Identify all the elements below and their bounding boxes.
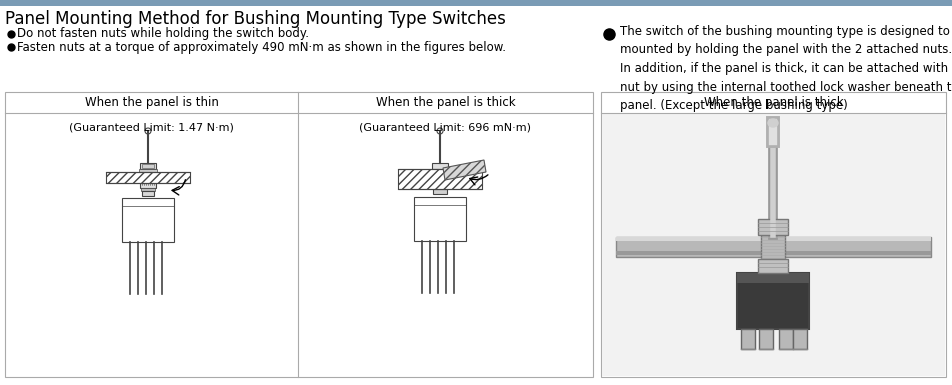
Bar <box>141 188 155 191</box>
Bar <box>433 189 447 194</box>
Text: (Guaranteed Limit: 1.47 N·m): (Guaranteed Limit: 1.47 N·m) <box>69 123 233 133</box>
FancyArrowPatch shape <box>172 180 186 195</box>
Bar <box>758 219 788 235</box>
Text: The switch of the bushing mounting type is designed to be
mounted by holding the: The switch of the bushing mounting type … <box>620 25 952 112</box>
Bar <box>793 329 807 349</box>
Bar <box>106 172 190 183</box>
Text: When the panel is thick: When the panel is thick <box>704 96 843 109</box>
Bar <box>737 273 809 283</box>
Bar <box>737 273 809 329</box>
Bar <box>139 169 157 172</box>
Text: When the panel is thin: When the panel is thin <box>85 96 218 109</box>
Circle shape <box>437 128 443 134</box>
Bar <box>414 197 466 241</box>
Bar <box>398 169 482 189</box>
Bar <box>142 191 154 196</box>
Bar <box>432 163 448 169</box>
Text: Do not fasten nuts while holding the switch body.: Do not fasten nuts while holding the swi… <box>17 27 309 40</box>
Bar <box>140 163 156 169</box>
Bar <box>616 237 931 241</box>
Bar <box>602 114 945 376</box>
Bar <box>5 92 593 377</box>
Text: When the panel is thick: When the panel is thick <box>376 96 515 109</box>
Bar <box>758 259 788 273</box>
Bar <box>616 237 931 257</box>
FancyArrowPatch shape <box>470 175 488 185</box>
Text: Panel Mounting Method for Bushing Mounting Type Switches: Panel Mounting Method for Bushing Mounti… <box>5 10 506 28</box>
Bar <box>140 183 156 188</box>
Polygon shape <box>443 160 486 180</box>
Circle shape <box>145 128 151 134</box>
Bar <box>761 235 785 259</box>
Text: Fasten nuts at a torque of approximately 490 mN·m as shown in the figures below.: Fasten nuts at a torque of approximately… <box>17 40 506 54</box>
Text: (Guaranteed Limit: 696 mN·m): (Guaranteed Limit: 696 mN·m) <box>359 123 531 133</box>
Bar <box>616 251 931 255</box>
Ellipse shape <box>768 119 778 127</box>
Bar <box>741 329 755 349</box>
Bar <box>142 164 154 168</box>
Bar <box>779 329 793 349</box>
Bar <box>759 329 773 349</box>
Bar <box>601 92 946 377</box>
Bar <box>0 0 952 6</box>
Bar <box>122 198 174 242</box>
